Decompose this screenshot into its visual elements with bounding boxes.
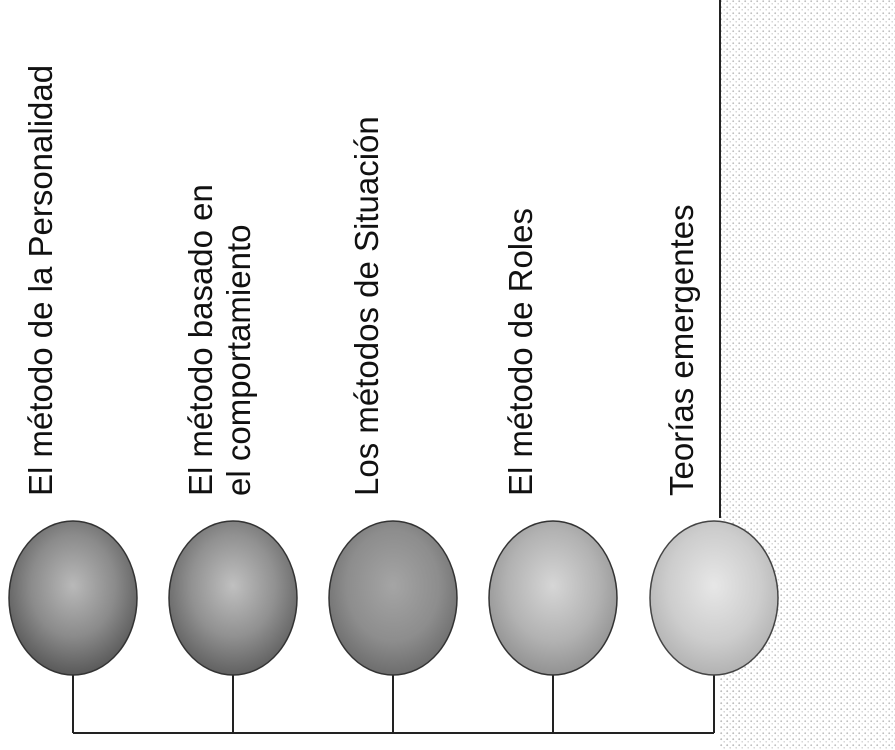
label-teorias: Teorías emergentes bbox=[663, 204, 700, 496]
label-situacion: Los métodos de Situación bbox=[348, 116, 385, 496]
label-comportamiento-line-1: El método basado en bbox=[182, 184, 219, 496]
label-teorias-line-1: Teorías emergentes bbox=[663, 204, 700, 496]
label-roles-line-1: El método de Roles bbox=[502, 208, 539, 496]
circle-1 bbox=[8, 520, 138, 676]
label-comportamiento: El método basado en el comportamiento bbox=[182, 175, 257, 496]
circle-4 bbox=[488, 520, 618, 676]
label-comportamiento-line-2: el comportamiento bbox=[220, 225, 257, 496]
label-situacion-line-1: Los métodos de Situación bbox=[348, 116, 385, 496]
circle-2 bbox=[168, 520, 298, 676]
label-personalidad-line-1: El método de la Personalidad bbox=[22, 65, 59, 496]
circle-5 bbox=[649, 520, 779, 676]
label-personalidad: El método de la Personalidad bbox=[22, 65, 59, 496]
circle-3 bbox=[328, 520, 458, 676]
label-roles: El método de Roles bbox=[502, 208, 539, 496]
